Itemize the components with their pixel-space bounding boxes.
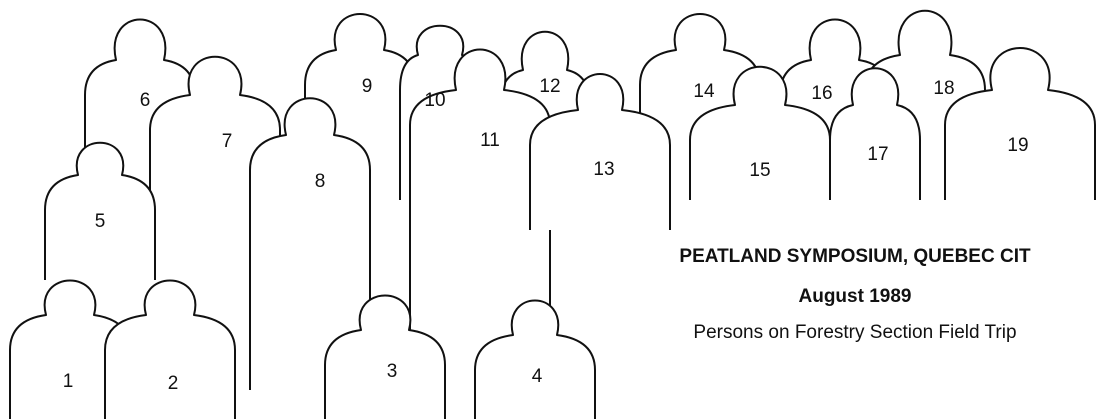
person-number: 7	[222, 131, 233, 152]
group-photo-key: 12345678910111213141516171819 PEATLAND S…	[0, 0, 1108, 419]
silhouettes	[10, 11, 1095, 419]
caption-subtitle: Persons on Forestry Section Field Trip	[693, 322, 1016, 343]
caption-date: August 1989	[799, 286, 912, 307]
person-number: 14	[693, 81, 715, 102]
person-number: 1	[63, 371, 74, 392]
person-number: 16	[811, 83, 832, 104]
person-number: 15	[749, 160, 770, 181]
caption-title: PEATLAND SYMPOSIUM, QUEBEC CIT	[679, 246, 1031, 267]
person-number: 3	[387, 361, 398, 382]
person-number: 6	[140, 90, 151, 111]
person-number: 10	[424, 90, 445, 111]
person-number: 17	[867, 144, 888, 165]
person-number: 11	[480, 130, 500, 151]
person-number: 19	[1007, 135, 1028, 156]
person-number: 13	[593, 159, 614, 180]
person-number: 8	[315, 171, 326, 192]
person-number: 9	[362, 76, 373, 97]
person-number: 2	[168, 373, 179, 394]
person-number: 4	[532, 366, 543, 387]
person-number: 12	[539, 76, 560, 97]
person-number: 5	[95, 211, 106, 232]
silhouette	[105, 281, 235, 419]
person-number: 18	[933, 78, 954, 99]
